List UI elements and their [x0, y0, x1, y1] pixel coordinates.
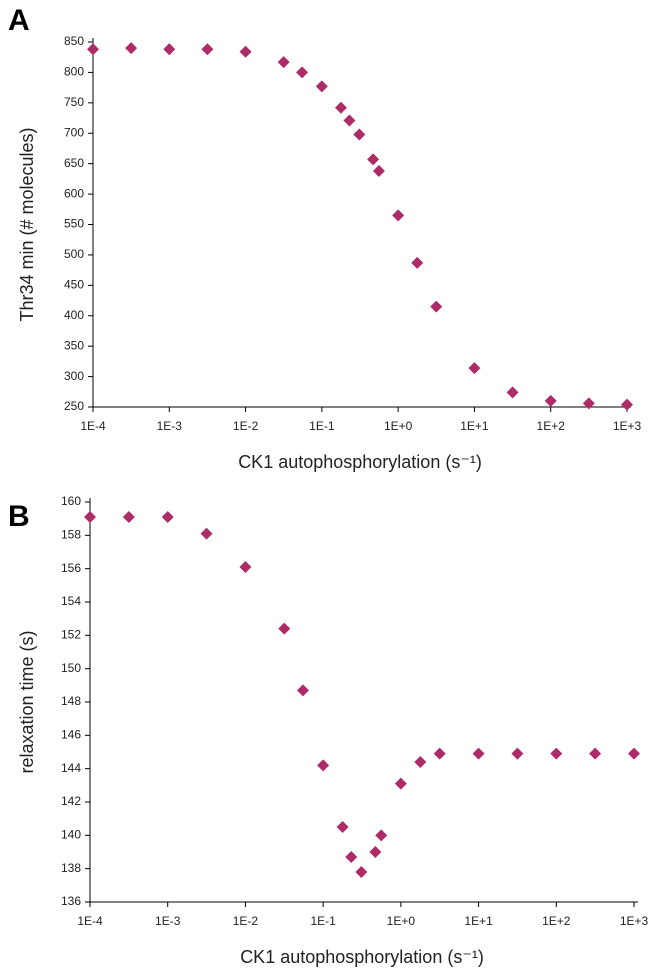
x-axis-label: CK1 autophosphorylation (s⁻¹)	[240, 947, 484, 967]
data-point	[334, 101, 347, 114]
y-tick-label: 140	[61, 828, 81, 842]
data-point	[394, 777, 407, 790]
y-axis-label: Thr34 min (# molecules)	[17, 127, 37, 321]
data-point	[582, 397, 595, 410]
x-tick-label: 1E+2	[537, 419, 566, 433]
x-tick-label: 1E-3	[157, 419, 183, 433]
data-point	[125, 42, 138, 55]
data-point	[200, 527, 213, 540]
y-tick-label: 138	[61, 861, 81, 875]
y-tick-label: 158	[61, 528, 81, 542]
data-point	[506, 386, 519, 399]
y-tick-label: 350	[64, 338, 84, 352]
data-point	[375, 829, 388, 842]
panel-label: A	[8, 4, 30, 37]
data-point	[296, 66, 309, 79]
data-point	[472, 747, 485, 760]
data-point	[369, 846, 382, 858]
y-tick-label: 800	[64, 65, 84, 79]
data-point	[163, 43, 176, 56]
data-point	[430, 300, 443, 313]
data-point	[315, 80, 328, 93]
data-point	[239, 561, 252, 573]
data-point	[550, 747, 563, 760]
data-point	[343, 114, 356, 127]
y-tick-label: 300	[64, 369, 84, 383]
data-point	[353, 128, 366, 141]
y-tick-label: 850	[64, 34, 84, 48]
x-tick-label: 1E-4	[80, 419, 106, 433]
data-point	[589, 747, 602, 760]
x-tick-label: 1E+3	[620, 914, 649, 928]
y-tick-label: 152	[61, 628, 81, 642]
x-tick-label: 1E-1	[310, 914, 336, 928]
data-point	[411, 256, 424, 269]
y-tick-label: 136	[61, 894, 81, 908]
y-tick-label: 150	[61, 661, 81, 675]
y-tick-label: 650	[64, 156, 84, 170]
data-point	[161, 511, 174, 523]
x-tick-label: 1E-1	[309, 419, 335, 433]
y-tick-label: 450	[64, 278, 84, 292]
y-tick-label: 144	[61, 761, 81, 775]
x-tick-label: 1E+1	[464, 914, 493, 928]
x-tick-label: 1E-2	[233, 914, 259, 928]
y-tick-label: 750	[64, 95, 84, 109]
data-point	[511, 747, 524, 760]
y-tick-label: 550	[64, 217, 84, 231]
y-tick-label: 148	[61, 694, 81, 708]
data-point	[468, 362, 481, 375]
data-point	[278, 622, 291, 635]
y-tick-label: 250	[64, 399, 84, 413]
x-tick-label: 1E+0	[387, 914, 416, 928]
y-tick-label: 600	[64, 186, 84, 200]
x-tick-label: 1E-3	[155, 914, 181, 928]
data-point	[355, 866, 368, 878]
data-point	[317, 759, 330, 772]
data-point	[372, 164, 385, 177]
data-point	[433, 747, 446, 760]
panel-label: B	[8, 500, 30, 533]
y-tick-label: 700	[64, 125, 84, 139]
data-point	[336, 821, 349, 833]
x-axis-label: CK1 autophosphorylation (s⁻¹)	[238, 452, 482, 472]
data-point	[296, 684, 309, 697]
data-point	[367, 153, 380, 166]
data-point	[122, 511, 135, 523]
y-tick-label: 160	[61, 494, 81, 508]
data-point	[544, 394, 557, 407]
x-tick-label: 1E+0	[384, 419, 413, 433]
x-tick-label: 1E+1	[460, 419, 489, 433]
y-tick-label: 500	[64, 247, 84, 261]
data-point	[345, 851, 358, 863]
y-tick-label: 156	[61, 561, 81, 575]
data-point	[628, 747, 640, 760]
data-point	[277, 56, 290, 69]
y-tick-label: 142	[61, 794, 81, 808]
y-tick-label: 154	[61, 594, 81, 608]
data-point	[414, 756, 427, 768]
x-tick-label: 1E-2	[233, 419, 259, 433]
data-point	[392, 209, 405, 222]
x-tick-label: 1E-4	[77, 914, 103, 928]
data-point	[239, 45, 252, 58]
y-axis-label: relaxation time (s)	[17, 630, 37, 773]
x-tick-label: 1E+2	[542, 914, 571, 928]
data-point	[84, 511, 96, 523]
data-point	[621, 398, 633, 411]
y-tick-label: 400	[64, 308, 84, 322]
data-point	[201, 43, 214, 56]
y-tick-label: 146	[61, 728, 81, 742]
x-tick-label: 1E+3	[613, 419, 642, 433]
data-point	[87, 43, 99, 56]
